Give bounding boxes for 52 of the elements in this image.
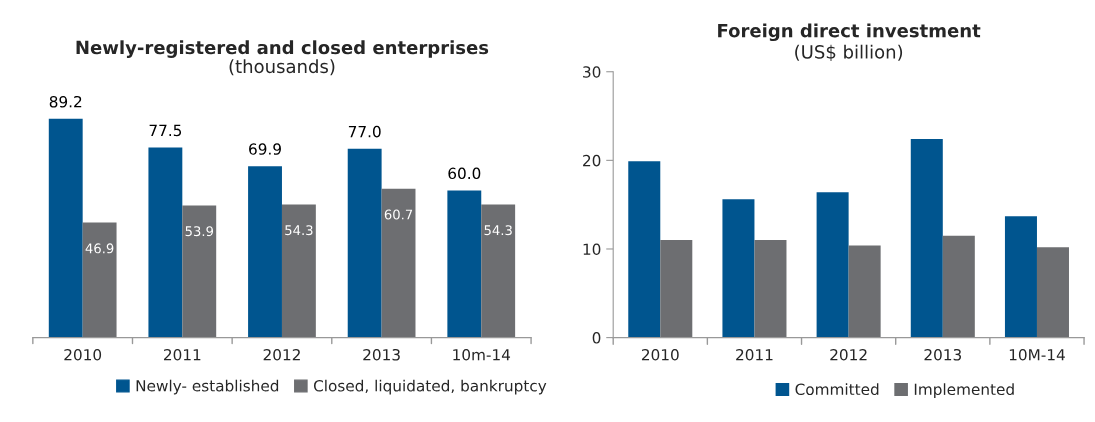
data-label: 77.0 <box>348 125 381 138</box>
x-tick-label: 10m-14 <box>453 348 511 361</box>
bar <box>281 204 316 338</box>
bar <box>754 240 787 338</box>
bar <box>942 235 975 338</box>
x-tick-label: 2011 <box>736 348 773 361</box>
bar <box>848 245 881 338</box>
y-tick-label: 20 <box>583 154 601 167</box>
data-label: 54.3 <box>484 225 512 236</box>
bar <box>381 188 416 338</box>
data-label: 69.9 <box>249 143 281 155</box>
data-label: 46.9 <box>85 243 114 254</box>
bar <box>182 205 217 338</box>
x-tick-label: 2012 <box>263 348 300 361</box>
chart-title: Newly-registered and closed enterprises <box>76 40 489 58</box>
x-tick-label: 2012 <box>830 348 867 361</box>
y-tick-label: 30 <box>583 66 601 78</box>
data-label: 54.3 <box>285 225 313 236</box>
legend-label: Newly- established <box>136 379 279 395</box>
bar <box>910 139 943 338</box>
x-tick-label: 2010 <box>64 348 102 361</box>
data-label: 89.2 <box>49 95 82 108</box>
bar <box>447 190 482 338</box>
x-tick-label: 10M-14 <box>1009 348 1065 361</box>
x-tick-label: 2010 <box>641 348 679 361</box>
chart-subtitle: (US$ billion) <box>795 44 903 62</box>
bar <box>660 240 693 338</box>
chart-title: Foreign direct investment <box>718 23 981 42</box>
x-tick-label: 2013 <box>363 348 400 361</box>
bar <box>722 199 755 338</box>
data-label: 60.7 <box>384 209 413 220</box>
x-tick-label: 2011 <box>164 348 201 361</box>
legend-label: Committed <box>795 383 879 396</box>
legend-label: Implemented <box>914 383 1014 399</box>
bar <box>248 166 282 338</box>
bar <box>1004 216 1037 338</box>
legend-label: Closed, liquidated, bankruptcy <box>313 379 547 395</box>
data-label: 60.0 <box>448 167 481 180</box>
bar <box>481 204 516 338</box>
data-label: 53.9 <box>185 226 214 237</box>
bar <box>148 147 183 338</box>
chart-subtitle: (thousands) <box>229 59 335 76</box>
bar <box>82 222 117 338</box>
bar <box>816 192 849 338</box>
bar <box>347 148 382 338</box>
x-tick-label: 2013 <box>924 348 962 361</box>
bar <box>48 118 83 338</box>
y-tick-label: 10 <box>583 243 601 255</box>
bar <box>1036 247 1069 338</box>
data-label: 77.5 <box>149 124 182 137</box>
bar <box>628 161 661 338</box>
y-tick-label: 0 <box>592 332 601 344</box>
